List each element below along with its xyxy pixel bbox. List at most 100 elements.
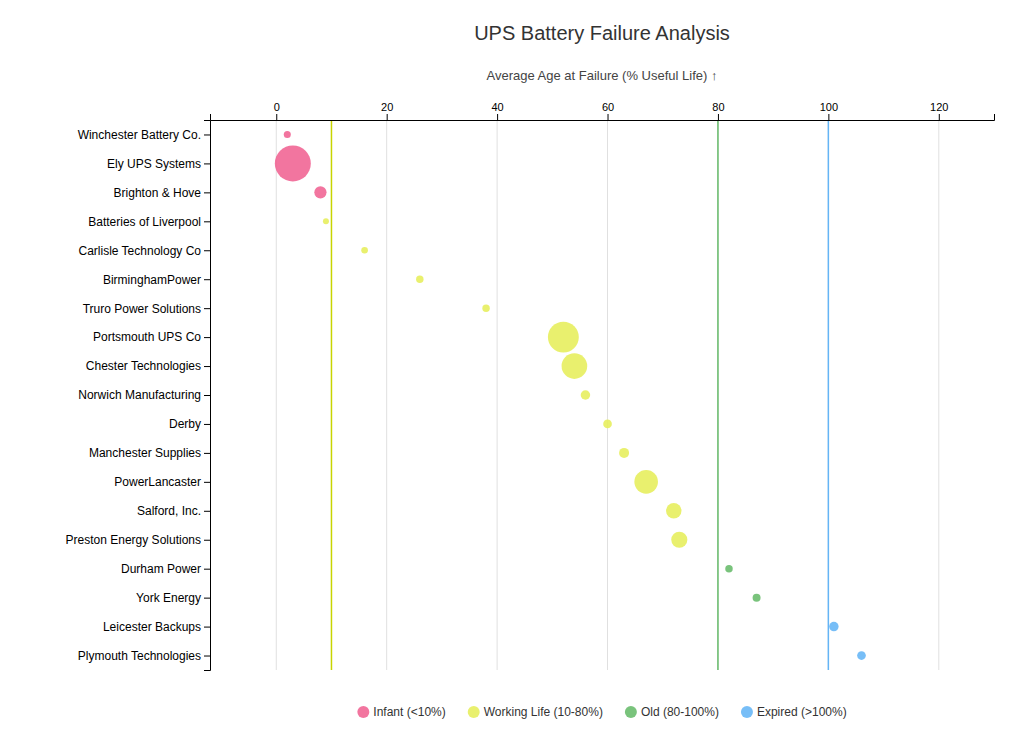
y-tick-label: Truro Power Solutions xyxy=(83,301,201,315)
y-tick-mark xyxy=(204,221,210,222)
y-tick-label: York Energy xyxy=(136,591,201,605)
reference-lines xyxy=(331,120,828,670)
grid-line xyxy=(607,120,608,670)
legend-label: Infant (<10%) xyxy=(373,705,445,719)
x-tick: 80 xyxy=(712,101,724,120)
legend-label: Working Life (10-80%) xyxy=(484,705,603,719)
legend-item: Expired (>100%) xyxy=(741,705,847,719)
legend-label: Expired (>100%) xyxy=(757,705,847,719)
y-tick: Durham Power xyxy=(121,562,210,576)
y-tick-label: Ely UPS Systems xyxy=(107,157,201,171)
bubbles xyxy=(275,131,866,660)
legend-swatch xyxy=(625,706,637,718)
y-tick: Salford, Inc. xyxy=(137,504,210,518)
y-tick-mark xyxy=(204,250,210,251)
y-tick-label: Brighton & Hove xyxy=(114,186,202,200)
title: UPS Battery Failure Analysis xyxy=(474,22,730,44)
y-tick-mark xyxy=(204,598,210,599)
y-tick: Chester Technologies xyxy=(86,359,210,373)
y-tick-label: Salford, Inc. xyxy=(137,504,201,518)
x-tick-label: 80 xyxy=(712,101,724,113)
y-tick-mark xyxy=(204,656,210,657)
y-tick-mark xyxy=(204,395,210,396)
legend-item: Old (80-100%) xyxy=(625,705,719,719)
x-tick-mark xyxy=(387,114,388,120)
legend-swatch xyxy=(357,706,369,718)
y-tick: York Energy xyxy=(136,591,210,605)
y-tick-label: BirminghamPower xyxy=(103,273,201,287)
bubble xyxy=(562,353,588,379)
x-tick-mark xyxy=(497,114,498,120)
grid-line xyxy=(828,120,829,670)
y-tick: Derby xyxy=(169,417,210,431)
y-tick: Norwich Manufacturing xyxy=(78,388,210,402)
y-tick: Truro Power Solutions xyxy=(83,301,210,315)
legend-swatch xyxy=(741,706,753,718)
x-tick-mark xyxy=(828,114,829,120)
y-tick: Carlisle Technology Co xyxy=(78,244,210,258)
x-tick-label: 20 xyxy=(381,101,393,113)
y-tick: BirminghamPower xyxy=(103,273,210,287)
x-tick-label: 100 xyxy=(820,101,838,113)
chart: 0 20 40 60 80 100 120 Winchester Battery Co. Ely… xyxy=(0,0,1024,740)
y-tick: Ely UPS Systems xyxy=(107,157,210,171)
bubble xyxy=(725,565,732,572)
legend-label: Old (80-100%) xyxy=(641,705,719,719)
x-axis: 0 20 40 60 80 100 120 xyxy=(211,101,995,121)
bubble xyxy=(829,622,838,631)
x-tick: 60 xyxy=(602,101,614,120)
y-tick-label: Winchester Battery Co. xyxy=(78,128,201,142)
x-tick: 100 xyxy=(820,101,838,120)
y-tick-label: Portsmouth UPS Co xyxy=(93,330,201,344)
y-tick: Winchester Battery Co. xyxy=(78,128,210,142)
y-tick-mark xyxy=(204,163,210,164)
grid-line xyxy=(386,120,387,670)
x-tick-mark xyxy=(276,114,277,120)
grid-line xyxy=(276,120,277,670)
x-tick-label: 60 xyxy=(602,101,614,113)
reference-line xyxy=(717,120,719,670)
x-tick-label: 40 xyxy=(491,101,503,113)
y-tick-label: Durham Power xyxy=(121,562,201,576)
y-axis-line xyxy=(204,121,211,671)
y-tick-mark xyxy=(204,192,210,193)
y-tick-mark xyxy=(204,453,210,454)
x-tick-mark xyxy=(608,114,609,120)
y-tick: Portsmouth UPS Co xyxy=(93,330,210,344)
bubble xyxy=(753,594,761,602)
y-tick: Batteries of Liverpool xyxy=(88,215,210,229)
y-tick: Brighton & Hove xyxy=(114,186,210,200)
plot-area xyxy=(275,120,866,670)
bubble xyxy=(416,275,423,282)
y-tick-label: Leicester Backups xyxy=(103,620,201,634)
x-axis-line xyxy=(211,114,995,121)
y-tick-label: Norwich Manufacturing xyxy=(78,388,201,402)
y-tick-mark xyxy=(204,424,210,425)
x-tick-label: 0 xyxy=(274,101,280,113)
bubble xyxy=(581,390,590,399)
x-axis-title: Average Age at Failure (% Useful Life) ↑ xyxy=(487,68,718,83)
y-tick-mark xyxy=(204,627,210,628)
bubble xyxy=(275,145,311,181)
y-tick-label: Batteries of Liverpool xyxy=(88,215,201,229)
x-tick-mark xyxy=(718,114,719,120)
bubble xyxy=(671,532,687,548)
y-tick-mark xyxy=(204,308,210,309)
y-tick-label: Plymouth Technologies xyxy=(78,649,201,663)
bubble xyxy=(634,470,658,494)
y-tick-label: Preston Energy Solutions xyxy=(66,533,201,547)
legend-item: Working Life (10-80%) xyxy=(468,705,603,719)
x-tick: 0 xyxy=(274,101,280,120)
grid-line xyxy=(497,120,498,670)
bubble xyxy=(666,503,681,518)
bubble xyxy=(603,420,612,429)
bubble xyxy=(361,247,368,254)
grid-line xyxy=(717,120,718,670)
grid xyxy=(276,120,939,670)
x-tick: 120 xyxy=(930,101,948,120)
y-tick-mark xyxy=(204,569,210,570)
y-tick-mark xyxy=(204,511,210,512)
legend: Infant (<10%) Working Life (10-80%) Old (8… xyxy=(357,705,846,719)
x-tick-mark xyxy=(939,114,940,120)
y-tick-mark xyxy=(204,482,210,483)
